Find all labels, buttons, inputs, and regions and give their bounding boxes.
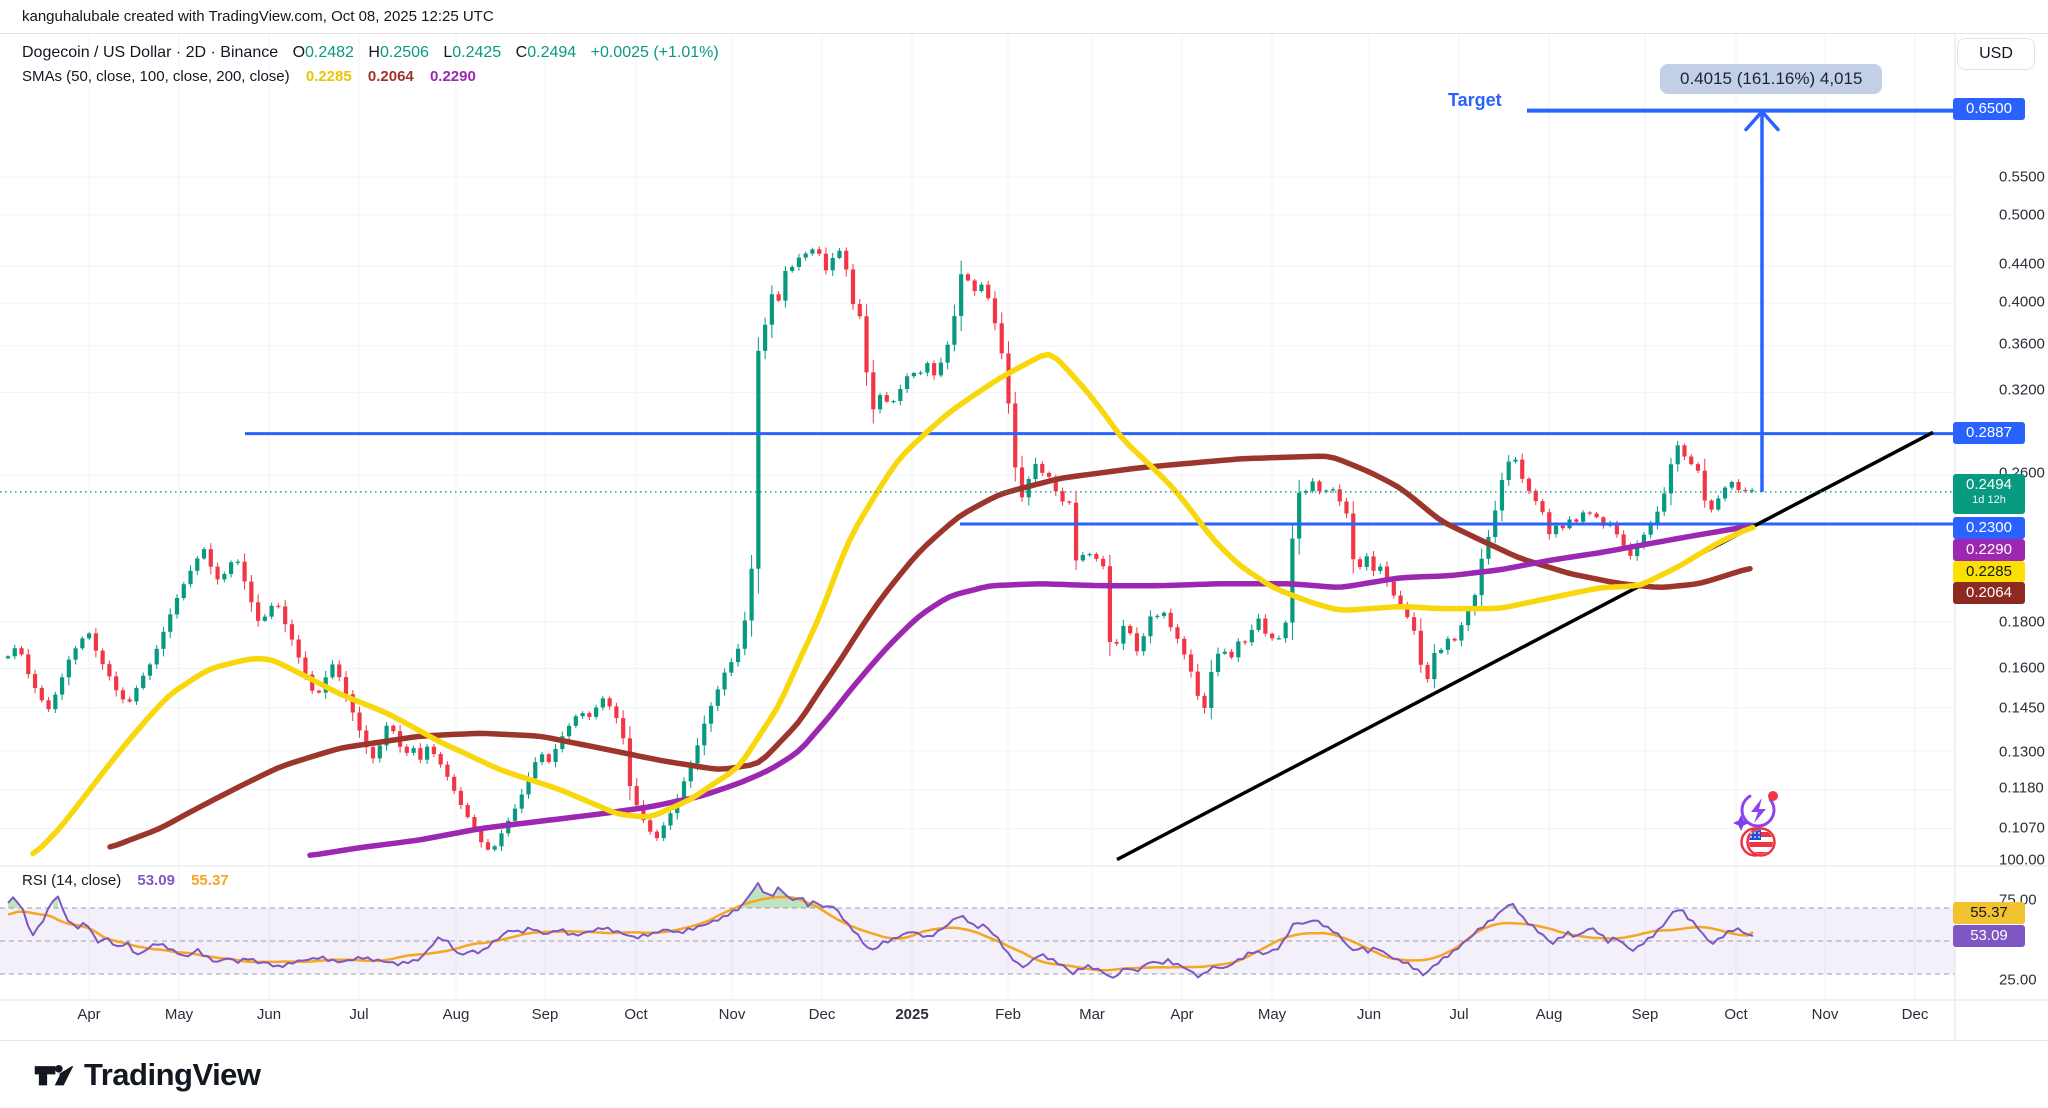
open-label: O [292, 44, 306, 61]
price-axis-label: 100.00 [1999, 851, 2045, 869]
price-axis-badge: 0.2494 1d 12h [1953, 474, 2025, 514]
time-axis-label: Jun [256, 1006, 282, 1023]
sma-legend[interactable]: SMAs (50, close, 100, close, 200, close)… [22, 68, 476, 85]
rsi-legend[interactable]: RSI (14, close) 53.09 55.37 [22, 872, 229, 889]
time-axis-label: Apr [77, 1006, 101, 1023]
time-axis-label: Sep [531, 1006, 559, 1023]
time-axis-label: Feb [995, 1006, 1021, 1023]
price-axis-badge: 55.37 [1953, 902, 2025, 924]
sma-lines[interactable] [30, 351, 1756, 858]
price-axis-badge: 0.2887 [1953, 422, 2025, 444]
time-axis-label: 2025 [895, 1006, 929, 1023]
gridlines [0, 34, 1955, 1000]
rsi-plot[interactable] [7, 882, 1754, 979]
footer-bar: TradingView [0, 1040, 2048, 1108]
sma50-value: 0.2285 [305, 68, 352, 85]
price-axis-label: 0.3600 [1999, 335, 2045, 353]
high-label: H [368, 44, 380, 61]
price-axis-label: 0.1300 [1999, 743, 2045, 761]
time-axis-label: Dec [1901, 1006, 1929, 1023]
low-label: L [443, 44, 453, 61]
price-axis-label: 25.00 [1999, 971, 2037, 989]
change-value: +0.0025 (+1.01%) [590, 44, 719, 61]
target-label[interactable]: Target [1448, 90, 1502, 110]
time-axis-label: Mar [1079, 1006, 1105, 1023]
support-resistance-lines[interactable] [245, 108, 1955, 526]
high-value: 0.2506 [379, 44, 429, 61]
price-axis-label: 0.1600 [1999, 659, 2045, 677]
price-axis-label: 0.1800 [1999, 613, 2045, 631]
price-axis-label: 0.1450 [1999, 699, 2045, 717]
time-axis-label: Nov [718, 1006, 746, 1023]
tradingview-logo-icon[interactable] [32, 1055, 76, 1095]
time-axis-label: Nov [1811, 1006, 1839, 1023]
price-axis-badge: 0.2064 [1953, 582, 2025, 604]
candles [5, 246, 1755, 852]
symbol-legend[interactable]: Dogecoin / US Dollar · 2D · Binance O0.2… [22, 44, 719, 62]
price-axis-badge: 0.6500 [1953, 98, 2025, 120]
time-axis-label: Aug [442, 1006, 470, 1023]
rsi-ma-value: 55.37 [191, 872, 229, 889]
price-axis-label: 0.1070 [1999, 819, 2045, 837]
price-axis-label: 0.4000 [1999, 293, 2045, 311]
price-axis-label: 0.1180 [1999, 779, 2044, 797]
attribution-text: kanguhalubale created with TradingView.c… [22, 8, 494, 25]
flash-icon[interactable] [1733, 787, 1781, 832]
currency-toggle-button[interactable]: USD [1957, 38, 2035, 70]
tradingview-brand-text[interactable]: TradingView [84, 1057, 261, 1092]
time-axis-label: May [1257, 1006, 1287, 1023]
sma200-value: 0.2290 [429, 68, 476, 85]
price-axis-label: 0.4400 [1999, 255, 2045, 273]
sma100-value: 0.2064 [367, 68, 414, 85]
time-axis-label: Dec [808, 1006, 836, 1023]
time-axis-label: Oct [1724, 1006, 1748, 1023]
rsi-legend-label[interactable]: RSI (14, close) [22, 872, 122, 889]
time-axis-label: Jun [1356, 1006, 1382, 1023]
open-value: 0.2482 [305, 44, 354, 61]
trendline[interactable] [1116, 430, 1934, 862]
close-value: 0.2494 [527, 44, 577, 61]
pane-borders [0, 34, 2048, 1040]
time-axis-label: Sep [1631, 1006, 1659, 1023]
symbol-title[interactable]: Dogecoin / US Dollar · 2D · Binance [22, 44, 279, 61]
rsi-band [0, 907, 1955, 975]
target-arrow[interactable] [1744, 108, 1780, 492]
time-axis-label: Apr [1170, 1006, 1194, 1023]
close-label: C [515, 44, 528, 61]
price-axis-badge: 0.2290 [1953, 539, 2025, 561]
sma-legend-label[interactable]: SMAs (50, close, 100, close, 200, close) [22, 68, 290, 85]
price-axis-label: 0.5000 [1999, 206, 2045, 224]
price-axis-label: 0.5500 [1999, 168, 2045, 186]
time-axis-label: Oct [624, 1006, 648, 1023]
price-axis-label: 0.3200 [1999, 381, 2045, 399]
rsi-value: 53.09 [137, 872, 175, 889]
price-axis-badge: 53.09 [1953, 925, 2025, 947]
price-axis-badge: 0.2300 [1953, 517, 2025, 539]
target-measure-tooltip: 0.4015 (161.16%) 4,015 [1660, 64, 1883, 94]
time-axis-label: Jul [349, 1006, 369, 1023]
flag-icon[interactable] [1740, 827, 1776, 858]
attribution-bar: kanguhalubale created with TradingView.c… [0, 0, 2048, 34]
time-axis-label: May [164, 1006, 194, 1023]
low-value: 0.2425 [452, 44, 502, 61]
price-axis-badge: 0.2285 [1953, 561, 2025, 583]
time-axis-label: Jul [1449, 1006, 1469, 1023]
time-axis-label: Aug [1535, 1006, 1563, 1023]
